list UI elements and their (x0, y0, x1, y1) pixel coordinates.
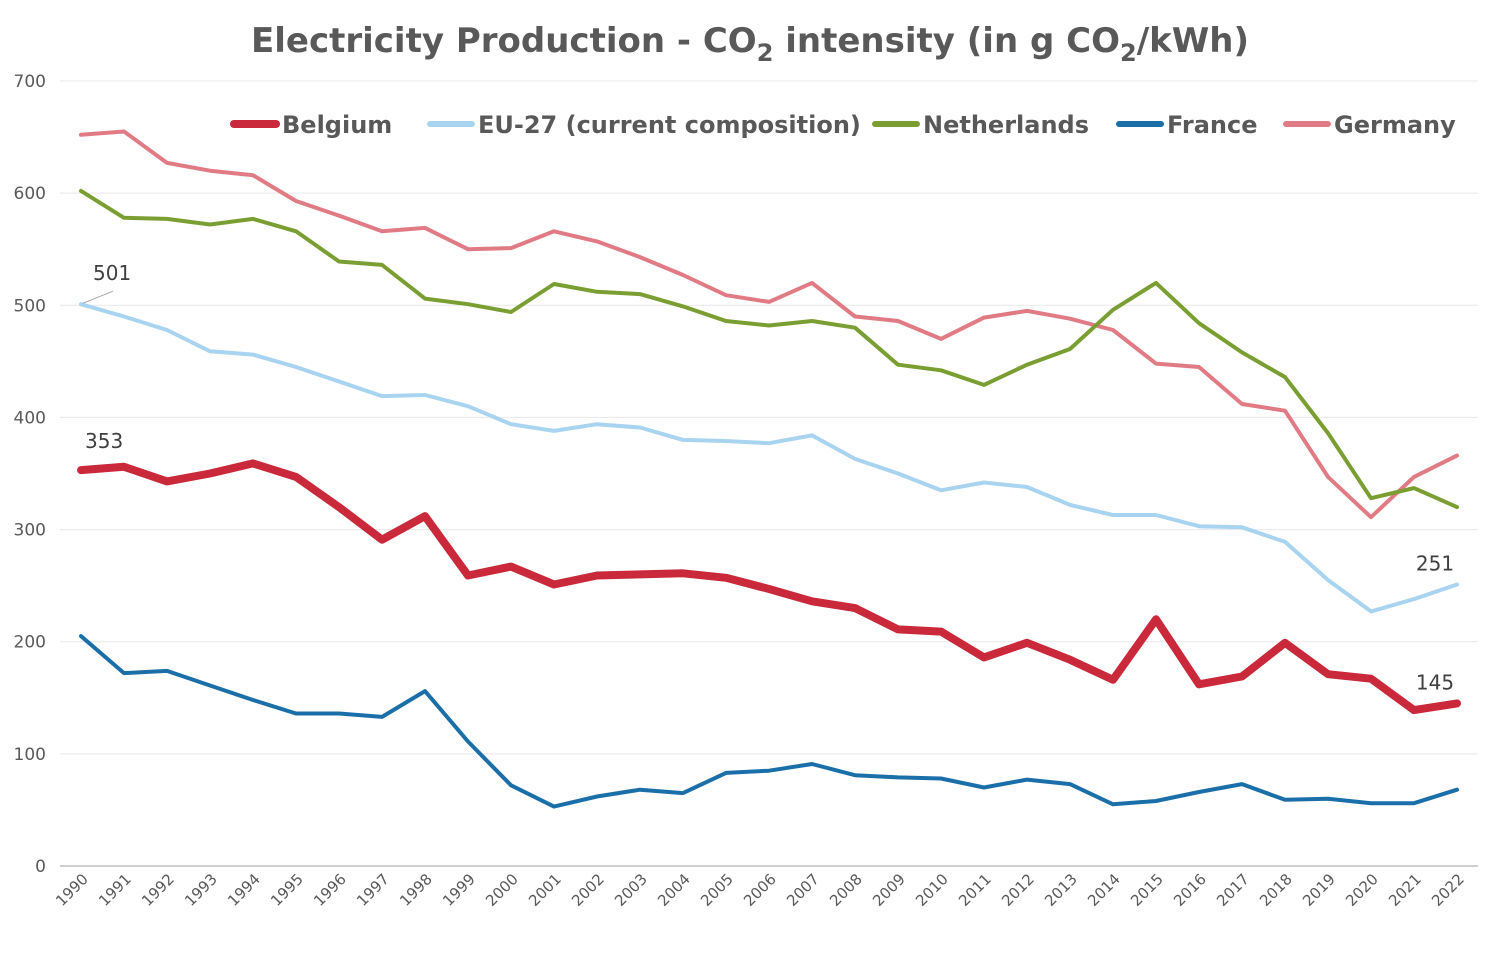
data-labels: 501 353 251 145 (82, 261, 1454, 694)
y-tick-label-0: 0 (35, 857, 46, 877)
y-tick-label-100: 100 (14, 745, 46, 765)
x-tick-label-1999: 1999 (439, 870, 479, 910)
legend-label-germany: Germany (1334, 111, 1456, 139)
data-label-belgium-1990: 353 (85, 429, 123, 453)
x-tick-label-1997: 1997 (353, 870, 393, 910)
data-label-eu-27-current-composition-2022: 251 (1416, 552, 1454, 576)
title-sub-1: 2 (757, 39, 774, 67)
x-tick-label-2008: 2008 (826, 870, 866, 910)
y-tick-label-400: 400 (14, 408, 46, 428)
x-tick-label-1998: 1998 (396, 870, 436, 910)
series-line-germany (79, 129, 1459, 520)
x-tick-label-2015: 2015 (1127, 870, 1167, 910)
x-tick-label-2005: 2005 (697, 870, 737, 910)
series-lines (77, 129, 1461, 809)
gridlines (60, 80, 1478, 867)
legend-label-france: France (1167, 111, 1257, 139)
x-tick-label-1996: 1996 (310, 870, 350, 910)
x-tick-label-2006: 2006 (740, 870, 780, 910)
legend-item-germany: Germany (1283, 111, 1456, 139)
y-tick-label-600: 600 (14, 184, 46, 204)
chart-title: Electricity Production - CO2 intensity (… (251, 21, 1249, 67)
x-tick-label-1994: 1994 (224, 870, 264, 910)
x-tick-label-1992: 1992 (138, 870, 178, 910)
x-tick-label-1991: 1991 (95, 870, 135, 910)
data-label-belgium-2022: 145 (1416, 670, 1454, 694)
x-tick-label-2020: 2020 (1342, 870, 1382, 910)
series-line-netherlands (79, 188, 1459, 510)
x-tick-label-2001: 2001 (525, 870, 565, 910)
series-line-france (79, 634, 1459, 809)
y-tick-label-500: 500 (14, 296, 46, 316)
x-tick-label-1995: 1995 (267, 870, 307, 910)
x-tick-label-2022: 2022 (1428, 870, 1468, 910)
y-tick-label-200: 200 (14, 633, 46, 653)
x-tick-label-2017: 2017 (1213, 870, 1253, 910)
data-label-leader-1990 (82, 290, 114, 304)
y-axis-ticks: 0 100 200 300 400 500 600 700 (14, 72, 46, 877)
legend-item-eu-27-current-composition: EU-27 (current composition) (427, 111, 861, 139)
legend: Belgium EU-27 (current composition) Nether… (230, 111, 1456, 139)
x-tick-label-2004: 2004 (654, 870, 694, 910)
x-tick-label-2011: 2011 (955, 870, 995, 910)
title-prefix: Electricity Production - CO (251, 21, 757, 61)
data-label-eu-27-current-composition-1990: 501 (93, 261, 131, 285)
legend-item-belgium: Belgium (230, 111, 392, 139)
legend-item-netherlands: Netherlands (872, 111, 1089, 139)
x-tick-label-2003: 2003 (611, 870, 651, 910)
x-tick-label-2010: 2010 (912, 870, 952, 910)
title-middle: intensity (in g CO (773, 21, 1120, 61)
legend-label-netherlands: Netherlands (923, 111, 1089, 139)
series-line-belgium (77, 459, 1461, 715)
x-tick-label-2016: 2016 (1170, 870, 1210, 910)
x-tick-label-2009: 2009 (869, 870, 909, 910)
title-sub-2: 2 (1120, 39, 1137, 67)
x-axis-ticks: 1990 1991 1992 1993 1994 1995 1996 1997 1998 1999… (52, 870, 1468, 910)
legend-label-eu-27-current-composition: EU-27 (current composition) (478, 111, 861, 139)
x-tick-label-1993: 1993 (181, 870, 221, 910)
x-tick-label-2012: 2012 (998, 870, 1038, 910)
x-tick-label-2014: 2014 (1084, 870, 1124, 910)
x-tick-label-2002: 2002 (568, 870, 608, 910)
x-tick-label-2019: 2019 (1299, 870, 1339, 910)
legend-label-belgium: Belgium (282, 111, 392, 139)
y-tick-label-300: 300 (14, 521, 46, 541)
x-tick-label-2007: 2007 (783, 870, 823, 910)
x-tick-label-2021: 2021 (1385, 870, 1425, 910)
title-suffix: /kWh) (1137, 21, 1249, 61)
x-tick-label-2018: 2018 (1256, 870, 1296, 910)
legend-item-france: France (1116, 111, 1257, 139)
x-tick-label-2000: 2000 (482, 870, 522, 910)
series-line-eu-27-current-composition (79, 302, 1459, 614)
y-tick-label-700: 700 (14, 72, 46, 92)
x-tick-label-1990: 1990 (52, 870, 92, 910)
x-tick-label-2013: 2013 (1041, 870, 1081, 910)
